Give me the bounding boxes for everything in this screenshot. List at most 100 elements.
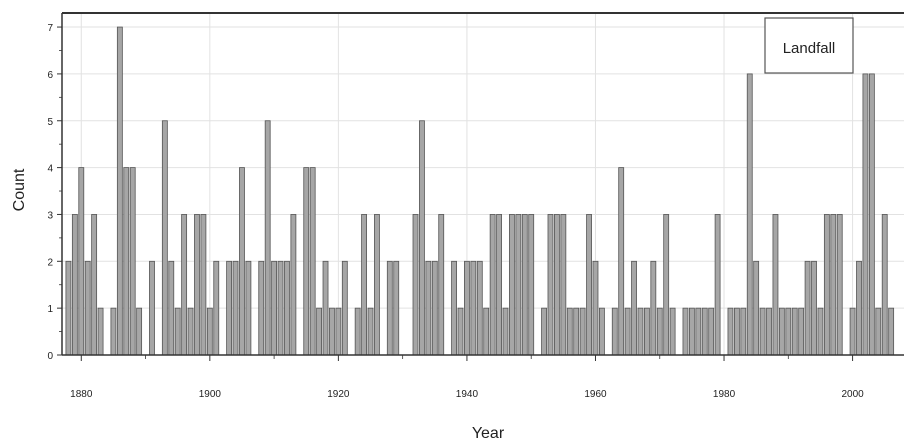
- axes: [57, 12, 904, 361]
- bar: [84, 260, 91, 356]
- bar: [489, 214, 496, 356]
- bar: [547, 214, 554, 356]
- bar: [476, 260, 483, 356]
- bar: [213, 260, 220, 356]
- bar: [592, 260, 599, 356]
- bar: [187, 307, 194, 356]
- bar: [277, 260, 284, 356]
- bar: [618, 167, 625, 356]
- bar: [586, 214, 592, 356]
- bar: [206, 307, 213, 356]
- bar: [136, 307, 143, 356]
- tick-labels: 0 1 2 3 4 5 6 7 1880 1900 1920 1940 1960 1980 2000: [47, 23, 864, 400]
- bar: [746, 73, 753, 356]
- bar: [374, 214, 380, 356]
- bar: [174, 307, 181, 356]
- bar: [521, 214, 528, 356]
- bar: [830, 214, 837, 356]
- bar: [573, 307, 580, 356]
- y-tick-label: 1: [47, 304, 53, 315]
- bar: [515, 214, 522, 356]
- bar: [354, 307, 361, 356]
- y-tick-label: 2: [47, 257, 53, 268]
- bar: [888, 307, 895, 356]
- bar: [367, 307, 374, 356]
- bar: [483, 307, 490, 356]
- x-tick-label: 1960: [584, 389, 607, 400]
- bar: [71, 214, 78, 356]
- bar: [611, 307, 618, 356]
- bar: [798, 307, 805, 356]
- bar: [91, 214, 98, 356]
- x-tick-label: 2000: [841, 389, 864, 400]
- x-tick-label: 1880: [70, 389, 93, 400]
- bar: [637, 307, 644, 356]
- y-tick-label: 6: [47, 70, 53, 81]
- bar: [341, 260, 348, 356]
- bar: [541, 307, 547, 356]
- bar: [309, 167, 316, 356]
- bar: [97, 307, 104, 356]
- bar: [335, 307, 342, 356]
- bar: [161, 120, 168, 356]
- bar: [181, 214, 188, 356]
- bar: [528, 214, 535, 356]
- bar: [464, 260, 470, 356]
- bar: [451, 260, 457, 356]
- bar: [322, 260, 329, 356]
- bar: [817, 307, 824, 356]
- bar: [708, 307, 715, 356]
- bar: [669, 307, 676, 356]
- y-tick-label: 7: [47, 23, 53, 34]
- bar: [643, 307, 650, 356]
- bar: [714, 214, 721, 356]
- bar: [110, 307, 117, 356]
- bar: [554, 214, 560, 356]
- bar: [624, 307, 631, 356]
- bar: [303, 167, 310, 356]
- bar: [862, 73, 869, 356]
- bar: [875, 307, 882, 356]
- bar: [123, 167, 130, 356]
- bar: [386, 260, 393, 356]
- bar: [881, 214, 888, 356]
- bar: [579, 307, 586, 356]
- bar: [245, 260, 252, 356]
- y-tick-label: 0: [47, 351, 53, 362]
- bar: [785, 307, 792, 356]
- bar: [849, 307, 856, 356]
- bar: [868, 73, 875, 356]
- bar: [65, 260, 72, 356]
- bar: [431, 260, 438, 356]
- x-tick-label: 1980: [713, 389, 736, 400]
- bar: [656, 307, 663, 356]
- bar: [264, 120, 271, 356]
- bar: [804, 260, 811, 356]
- bar: [361, 214, 367, 356]
- bar: [200, 214, 207, 356]
- bar: [733, 307, 740, 356]
- bar: [836, 214, 843, 356]
- bar: [457, 307, 464, 356]
- bar: [78, 167, 85, 356]
- bar: [290, 214, 297, 356]
- y-tick-label: 3: [47, 210, 53, 221]
- bar: [393, 260, 400, 356]
- legend-label: Landfall: [783, 40, 836, 57]
- bar: [149, 260, 155, 356]
- bar: [856, 260, 862, 356]
- bar: [232, 260, 239, 356]
- bar: [438, 214, 445, 356]
- bar: [239, 167, 245, 356]
- bar: [772, 214, 779, 356]
- bar: [425, 260, 432, 356]
- legend: Landfall: [764, 17, 854, 74]
- y-axis-title: Count: [11, 168, 28, 211]
- bar: [688, 307, 695, 356]
- bar: [284, 260, 290, 356]
- bar: [753, 260, 760, 356]
- bar: [823, 214, 830, 356]
- bar: [470, 260, 477, 356]
- bar: [509, 214, 515, 356]
- bar: [740, 307, 747, 356]
